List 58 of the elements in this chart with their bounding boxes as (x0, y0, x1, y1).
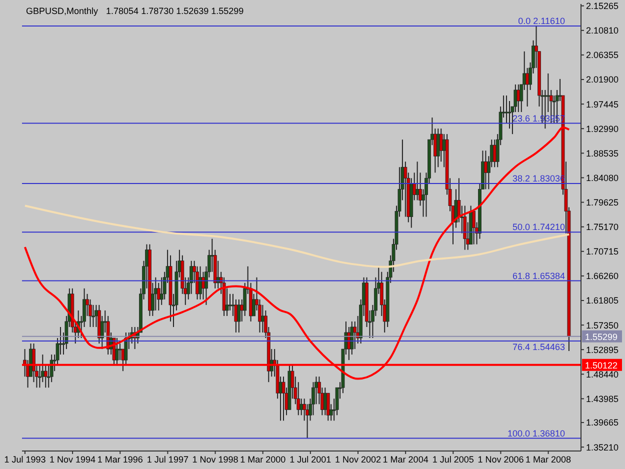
y-tick-label: 1.35210 (586, 442, 619, 452)
x-tick-label: 1 Jul 1997 (146, 454, 188, 464)
ref-line-label: 50.0 1.74210 (512, 222, 565, 232)
candlestick (260, 304, 264, 333)
candlestick (118, 343, 122, 361)
y-tick-label: 1.97445 (586, 99, 619, 110)
y-tick-label: 1.57350 (586, 320, 619, 330)
candlestick (526, 67, 530, 108)
y-tick-label: 2.10810 (586, 26, 619, 36)
y-tick-label: 2.15265 (586, 1, 619, 12)
y-tick-label: 1.43985 (586, 394, 619, 404)
ref-line-label: 1.50122 (585, 360, 618, 370)
y-tick-label: 1.66260 (586, 271, 619, 282)
candlestick (504, 94, 508, 124)
candlestick (416, 161, 420, 201)
y-tick-label: 1.84080 (586, 172, 619, 183)
candlestick (514, 84, 518, 113)
candlestick (463, 205, 467, 250)
candlestick (300, 398, 304, 416)
y-tick-label: 1.39665 (586, 418, 619, 428)
candlestick (472, 210, 476, 245)
ref-line-label: 0.0 2.11610 (518, 16, 565, 26)
x-tick-label: 1 Nov 2006 (478, 454, 524, 464)
chart-title: GBPUSD,Monthly (26, 6, 98, 16)
candlestick (228, 293, 232, 311)
y-tick-label: 1.92990 (586, 124, 619, 134)
x-tick-label: 1 Jul 1993 (4, 454, 46, 464)
x-tick-label: 1 Nov 1994 (50, 454, 96, 464)
ref-line-label: 61.8 1.65384 (512, 270, 565, 281)
y-tick-label: 1.70715 (586, 246, 619, 257)
x-tick-label: 1 Jul 2001 (290, 454, 332, 464)
ref-line-label: 1.55299 (585, 332, 618, 342)
ref-line-label: 76.4 1.54463 (512, 342, 565, 352)
candlestick (115, 338, 119, 366)
x-tick-label: 1 Jul 2005 (432, 454, 474, 464)
x-tick-label: 1 Mar 2004 (382, 454, 428, 464)
x-tick-label: 1 Nov 2002 (334, 454, 382, 464)
y-tick-label: 1.48440 (586, 369, 619, 380)
candlestick (436, 128, 440, 168)
candlestick (237, 298, 241, 333)
y-tick-label: 2.01900 (586, 74, 619, 85)
x-tick-label: 1 Mar 2000 (240, 454, 286, 464)
candlestick (282, 376, 286, 422)
y-tick-label: 1.61805 (586, 296, 619, 306)
x-tick-label: 1 Nov 1998 (192, 454, 238, 464)
x-tick-label: 1 Mar 1996 (97, 454, 143, 464)
y-tick-label: 1.75170 (586, 222, 619, 232)
x-tick-label: 1 Mar 2008 (526, 454, 572, 464)
chart-subtitle: 1.78054 1.78730 1.52639 1.55299 (106, 6, 244, 16)
y-tick-label: 1.88535 (586, 148, 619, 158)
candlestick (44, 365, 48, 388)
ref-line-label: 100.0 1.36810 (507, 428, 565, 438)
candlestick (516, 84, 520, 113)
candlestick (546, 72, 550, 113)
y-tick-label: 1.79625 (586, 197, 619, 208)
line-series (24, 204, 570, 268)
y-tick-label: 1.52895 (586, 344, 619, 355)
y-tick-label: 2.06355 (586, 50, 619, 60)
